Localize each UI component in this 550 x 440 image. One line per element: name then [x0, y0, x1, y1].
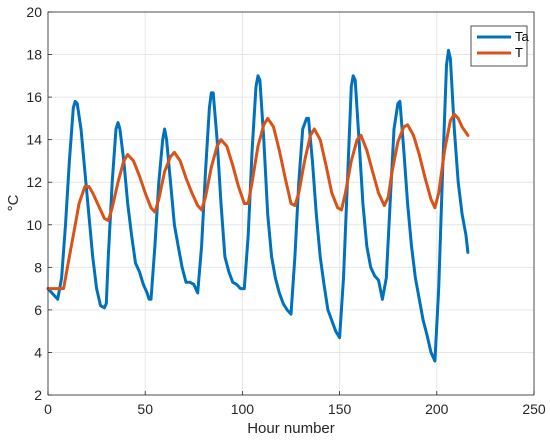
plot-area-frame: [47, 11, 535, 396]
y-tick-label: 16: [26, 89, 42, 105]
y-tick-label: 14: [26, 132, 42, 148]
series-line-ta: [46, 48, 470, 363]
y-axis-label: °C: [5, 194, 22, 211]
series-lines: [46, 48, 470, 363]
series-line-t: [46, 112, 470, 291]
y-tick-label: 12: [26, 174, 42, 190]
y-tick-label: 4: [34, 344, 42, 360]
legend-label-ta: Ta: [515, 29, 530, 44]
y-tick-label: 8: [34, 259, 42, 275]
x-tick-label: 150: [328, 401, 352, 417]
legend-box: [470, 25, 528, 67]
y-tick-label: 6: [34, 302, 42, 318]
x-tick-label: 200: [425, 401, 449, 417]
x-tick-label: 50: [137, 401, 153, 417]
legend: TaT: [470, 25, 530, 67]
axis-ticks: 0 50 100 150 200 250 2 4 6 8 10 12 14 16 18 20: [26, 4, 545, 417]
x-tick-label: 100: [231, 401, 255, 417]
grid-lines: [47, 11, 535, 396]
x-tick-label: 250: [522, 401, 546, 417]
x-axis-label: Hour number: [247, 420, 335, 437]
y-tick-label: 2: [34, 387, 42, 403]
legend-label-t: T: [515, 45, 523, 60]
y-tick-label: 20: [26, 4, 42, 20]
y-tick-label: 10: [26, 217, 42, 233]
y-tick-label: 18: [26, 47, 42, 63]
x-tick-label: 0: [44, 401, 52, 417]
